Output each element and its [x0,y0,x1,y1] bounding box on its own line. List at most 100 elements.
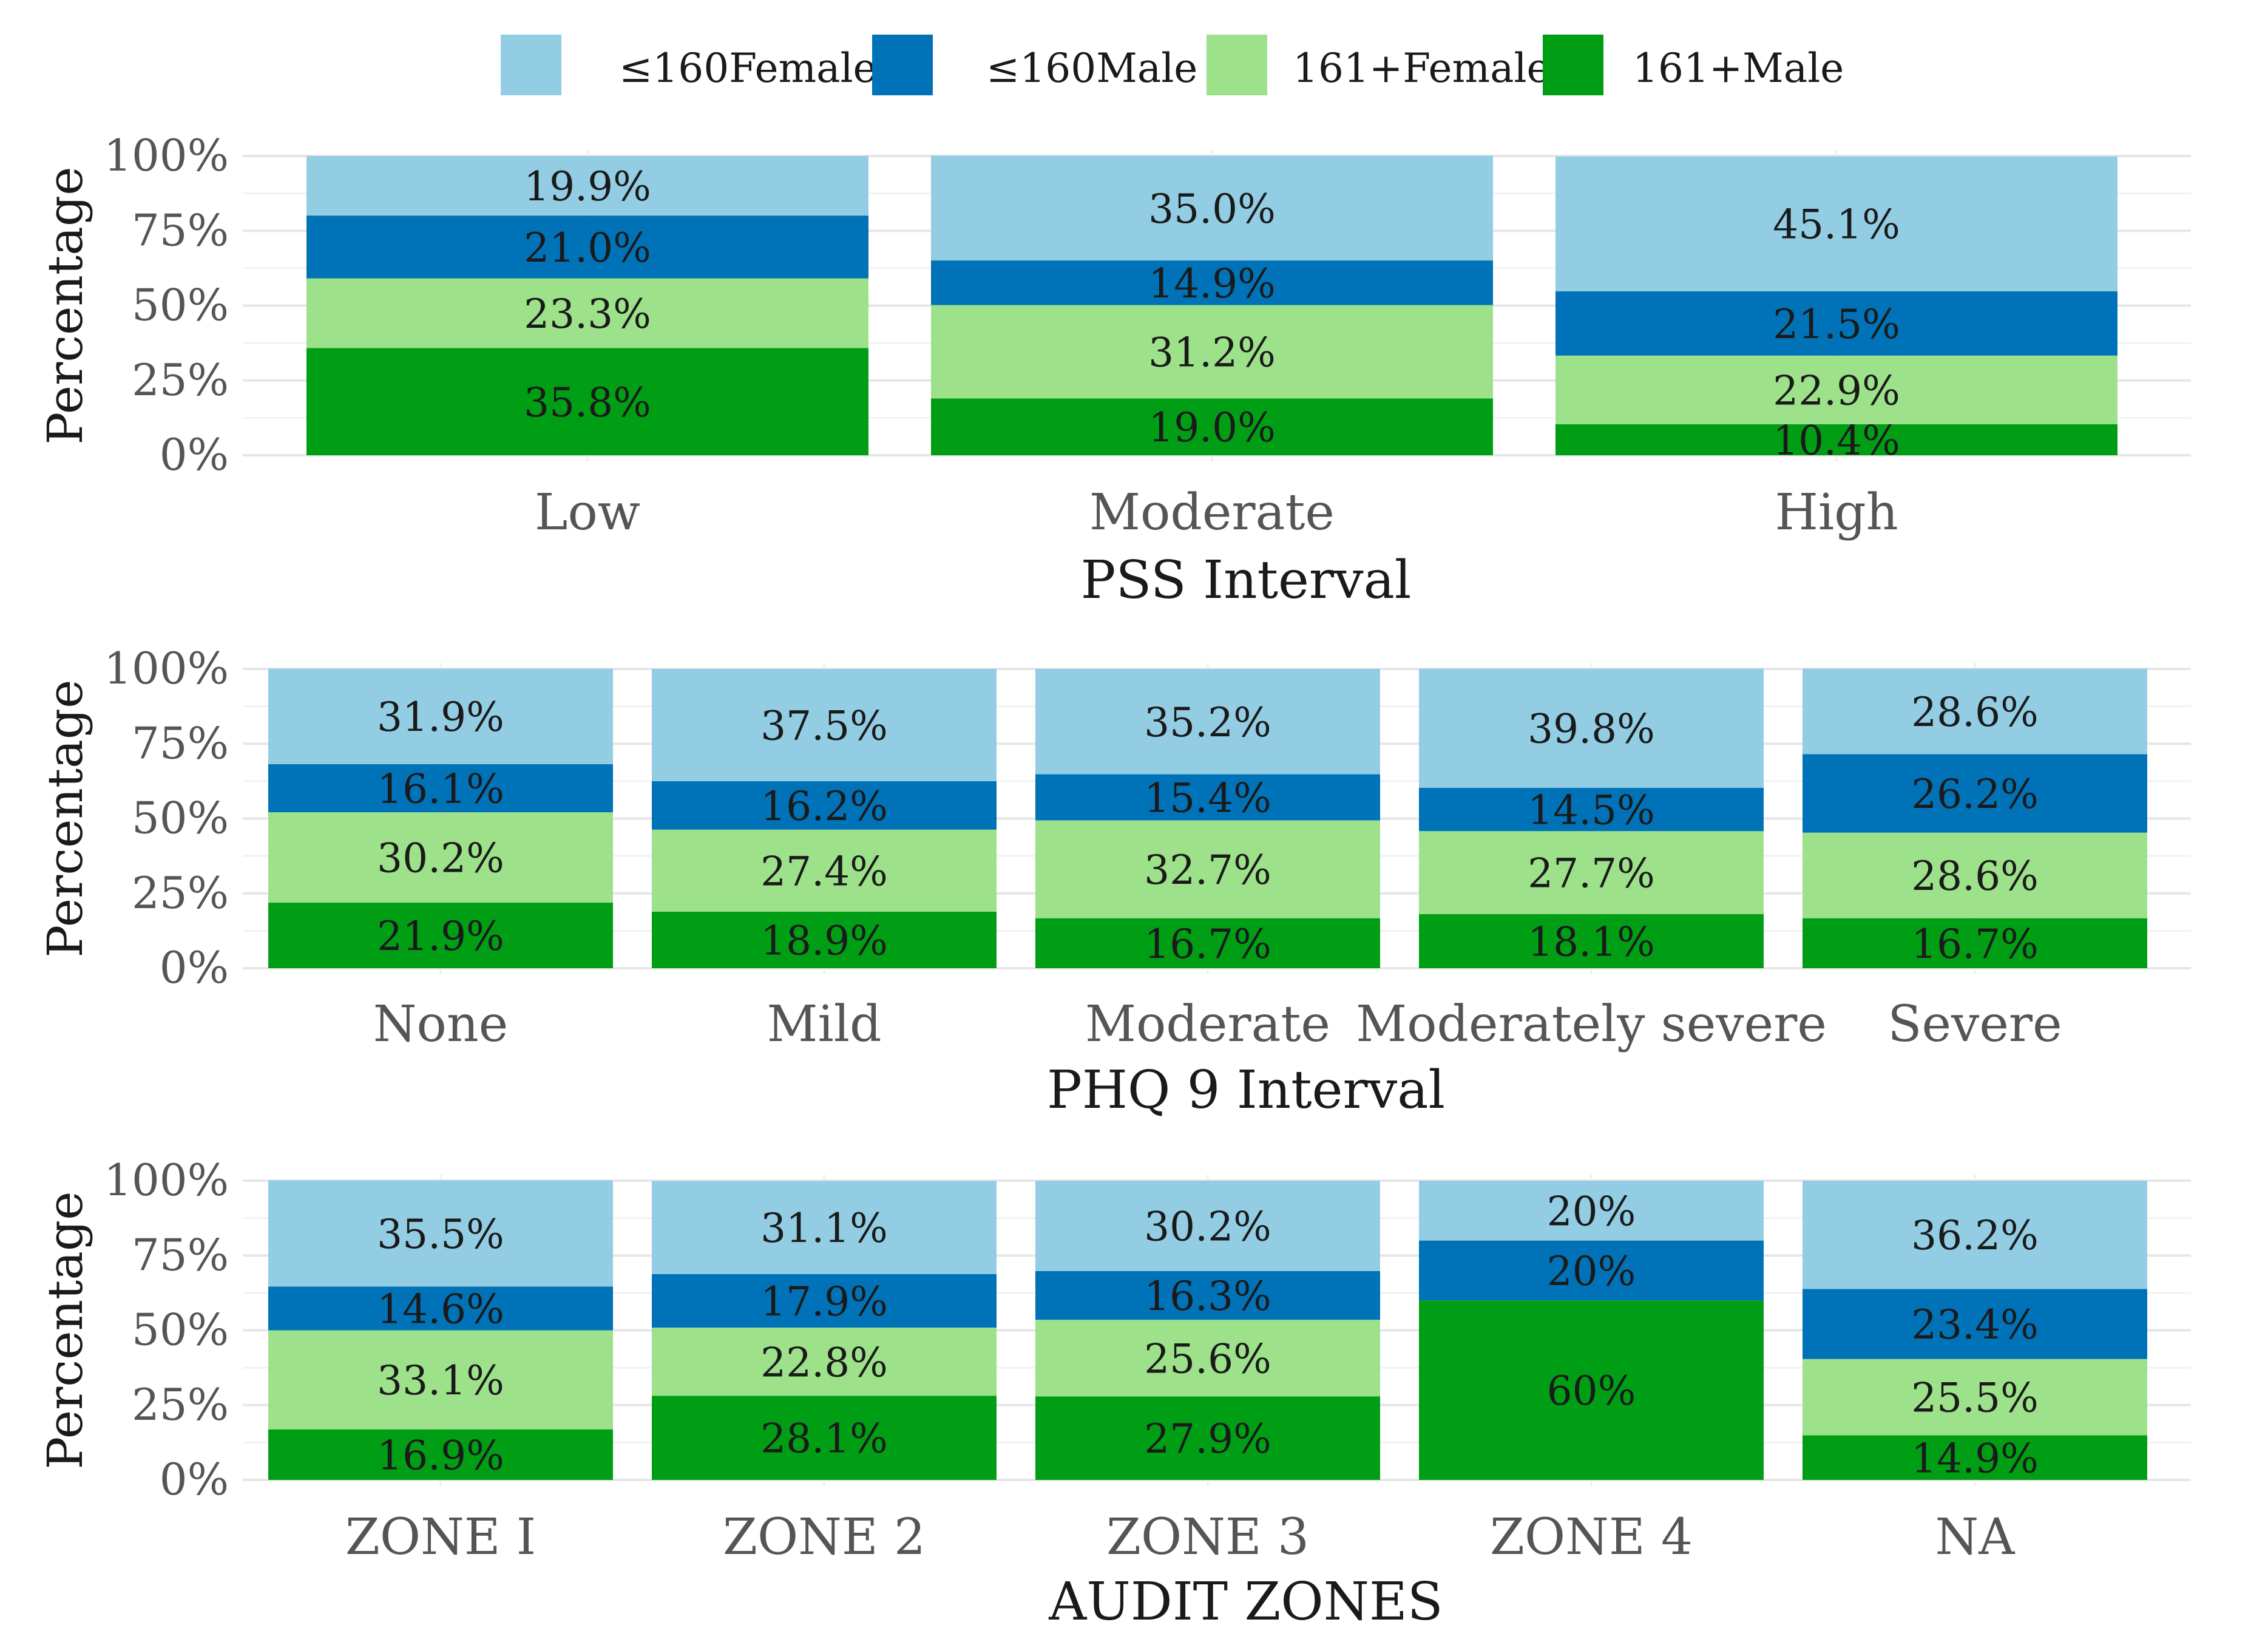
bar-segment-p0-c1-s2 [931,260,1493,305]
bar-segment-p2-c0-s3 [268,1180,613,1287]
data-label-p1-c1-s2: 16.2% [760,783,888,830]
data-label-p1-c1-s3: 37.5% [760,702,888,749]
y-tick-label-p1-2: 50% [132,793,229,844]
bar-segment-p2-c1-s3 [652,1181,997,1274]
bar-segment-p2-c4-s2 [1803,1289,2147,1359]
legend-label-3: 161+Male [1633,45,1844,92]
bar-segment-p1-c2-s1 [1035,820,1380,918]
x-tick-label-p2-3: ZONE 4 [1490,1508,1693,1566]
bar-segment-p2-c1-s2 [652,1274,997,1328]
data-label-p2-c2-s2: 16.3% [1144,1273,1271,1320]
bar-segment-p0-c2-s2 [1555,291,2117,356]
bar-segment-p2-c2-s3 [1035,1181,1380,1271]
bar-segment-p2-c4-s0 [1803,1435,2147,1480]
bar-segment-p0-c1-s3 [931,155,1493,261]
x-axis-title-p1: PHQ 9 Interval [1047,1060,1445,1121]
bar-segment-p2-c4-s3 [1803,1181,2147,1289]
bar-segment-p2-c2-s2 [1035,1271,1380,1320]
y-tick-label-p1-4: 100% [104,643,229,694]
x-tick-label-p2-0: ZONE I [345,1508,536,1566]
y-tick-label-p1-0: 0% [160,942,229,993]
data-label-p2-c1-s0: 28.1% [760,1416,888,1462]
data-label-p1-c4-s0: 16.7% [1911,921,2039,968]
data-label-p1-c4-s1: 28.6% [1911,853,2039,900]
data-label-p1-c1-s0: 18.9% [760,917,888,964]
data-label-p1-c0-s0: 21.9% [377,913,504,960]
data-label-p0-c2-s0: 10.4% [1773,417,1900,464]
y-axis-title-p1: Percentage [37,680,93,958]
legend-label-0: ≤160Female [619,45,877,92]
bar-segment-p2-c0-s0 [268,1429,613,1480]
bar-segment-p1-c1-s3 [652,669,997,781]
data-label-p0-c1-s2: 14.9% [1148,260,1276,307]
x-tick-label-p2-4: NA [1935,1508,2016,1566]
bar-segment-p0-c1-s1 [931,305,1493,399]
legend-swatch-1 [872,35,933,95]
y-tick-label-p2-3: 75% [132,1229,229,1280]
data-label-p1-c1-s1: 27.4% [760,848,888,895]
data-label-p1-c4-s2: 26.2% [1911,771,2039,818]
data-label-p2-c3-s2: 20% [1547,1248,1636,1295]
y-tick-label-p0-2: 50% [132,280,229,331]
data-label-p2-c2-s3: 30.2% [1144,1203,1271,1250]
y-tick-label-p2-4: 100% [104,1155,229,1206]
bar-segment-p1-c0-s0 [268,903,613,968]
bar-segment-p1-c4-s3 [1803,668,2147,755]
bar-segment-p0-c0-s2 [306,215,868,279]
data-label-p0-c1-s0: 19.0% [1148,404,1276,451]
y-tick-label-p1-3: 75% [132,718,229,768]
bar-segment-p0-c2-s3 [1555,156,2117,291]
data-label-p0-c2-s2: 21.5% [1773,301,1900,348]
bar-segment-p1-c1-s2 [652,781,997,830]
data-label-p0-c2-s3: 45.1% [1773,202,1900,248]
data-label-p1-c0-s1: 30.2% [377,835,504,882]
data-label-p0-c2-s1: 22.9% [1773,367,1900,414]
y-tick-label-p0-1: 25% [132,355,229,405]
data-label-p0-c0-s0: 35.8% [524,379,651,426]
bar-segment-p2-c0-s2 [268,1286,613,1331]
x-tick-label-p0-0: Low [535,484,640,541]
legend-swatch-3 [1543,35,1603,95]
x-tick-label-p2-1: ZONE 2 [723,1508,926,1566]
data-label-p0-c0-s3: 19.9% [524,163,651,210]
bar-segment-p1-c0-s2 [268,764,613,813]
data-label-p2-c0-s2: 14.6% [377,1286,504,1333]
y-tick-label-p0-0: 0% [160,429,229,480]
bar-segment-p2-c3-s3 [1419,1181,1764,1241]
data-label-p1-c3-s1: 27.7% [1528,850,1655,897]
data-label-p0-c0-s2: 21.0% [524,225,651,271]
y-tick-label-p2-1: 25% [132,1379,229,1430]
bar-segment-p2-c3-s2 [1419,1240,1764,1301]
data-label-p1-c0-s2: 16.1% [377,765,504,812]
data-label-p0-c1-s1: 31.2% [1148,329,1276,376]
bar-segment-p0-c1-s0 [931,398,1493,455]
x-tick-label-p1-4: Severe [1887,996,2062,1053]
y-tick-label-p0-3: 75% [132,205,229,256]
bar-segment-p1-c2-s2 [1035,774,1380,821]
data-label-p2-c2-s0: 27.9% [1144,1416,1271,1462]
bar-segment-p1-c4-s1 [1803,832,2147,918]
data-label-p1-c0-s3: 31.9% [377,694,504,741]
bar-segment-p0-c0-s1 [306,278,868,348]
x-tick-label-p1-3: Moderately severe [1356,996,1827,1053]
bar-segment-p1-c3-s0 [1419,914,1764,968]
bar-segment-p1-c1-s1 [652,829,997,912]
data-label-p1-c2-s2: 15.4% [1144,775,1271,821]
data-label-p2-c0-s3: 35.5% [377,1211,504,1258]
data-label-p2-c2-s1: 25.6% [1144,1335,1271,1382]
legend-swatch-0 [501,35,561,95]
bar-segment-p2-c0-s1 [268,1330,613,1430]
bar-segment-p0-c0-s0 [306,348,868,455]
x-axis-title-p0: PSS Interval [1081,550,1412,611]
bar-segment-p2-c3-s0 [1419,1300,1764,1480]
data-label-p1-c3-s2: 14.5% [1528,787,1655,833]
data-label-p2-c0-s1: 33.1% [377,1357,504,1404]
data-label-p2-c3-s0: 60% [1547,1368,1636,1414]
data-label-p2-c1-s1: 22.8% [760,1339,888,1386]
bar-segment-p1-c3-s2 [1419,787,1764,832]
bar-segment-p2-c1-s1 [652,1328,997,1396]
bar-segment-p1-c2-s0 [1035,918,1380,968]
data-label-p0-c0-s1: 23.3% [524,291,651,338]
data-label-p1-c2-s0: 16.7% [1144,921,1271,968]
